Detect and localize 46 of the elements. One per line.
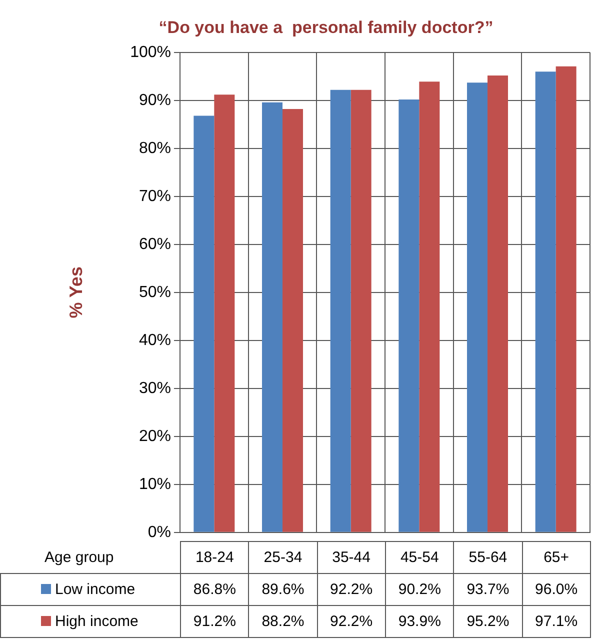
y-axis-title: % Yes (66, 266, 86, 318)
y-tick-label: 90% (138, 92, 171, 109)
bar (282, 109, 303, 532)
data-label: 92.2% (317, 606, 386, 638)
bar (535, 72, 556, 532)
data-label: 96.0% (522, 574, 590, 606)
data-label: 97.1% (522, 606, 590, 638)
y-tick-label: 50% (138, 284, 171, 301)
data-label: 92.2% (317, 574, 386, 606)
y-tick-label: 100% (130, 44, 171, 61)
y-tick-label: 20% (138, 428, 171, 445)
bar (419, 82, 440, 532)
data-label: 95.2% (454, 606, 522, 638)
data-label: 88.2% (248, 606, 318, 638)
y-tick-label: 10% (138, 476, 171, 493)
bar (194, 116, 214, 532)
data-label: 93.7% (454, 574, 522, 606)
y-tick-label: 70% (138, 188, 171, 205)
legend-label: Low income (54, 580, 136, 598)
y-tick-label: 30% (138, 380, 171, 397)
data-label: 91.2% (180, 606, 249, 638)
data-label: 86.8% (180, 574, 249, 606)
bar (350, 90, 372, 532)
bar (330, 90, 351, 532)
x-axis-title: Age group (44, 548, 115, 568)
y-tick-label: 80% (138, 140, 171, 157)
y-tick-label: 0% (148, 524, 171, 541)
bar (398, 99, 420, 532)
x-tick-label: 45-54 (385, 542, 454, 574)
bar (488, 75, 508, 532)
x-tick-label: 25-34 (248, 542, 318, 574)
legend-label: High income (54, 612, 138, 630)
data-label: 93.9% (385, 606, 454, 638)
y-tick-label: 40% (138, 332, 171, 349)
x-tick-label: 65+ (522, 542, 590, 574)
bar (214, 94, 235, 532)
x-tick-label: 55-64 (454, 542, 522, 574)
bar (467, 82, 488, 532)
data-label: 89.6% (248, 574, 318, 606)
data-label: 90.2% (385, 574, 454, 606)
bar (556, 66, 576, 532)
y-tick-label: 60% (138, 236, 171, 253)
chart-title: “Do you have a personal family doctor?” (158, 18, 494, 37)
x-tick-label: 18-24 (180, 542, 249, 574)
bar (262, 102, 282, 532)
x-tick-label: 35-44 (317, 542, 386, 574)
